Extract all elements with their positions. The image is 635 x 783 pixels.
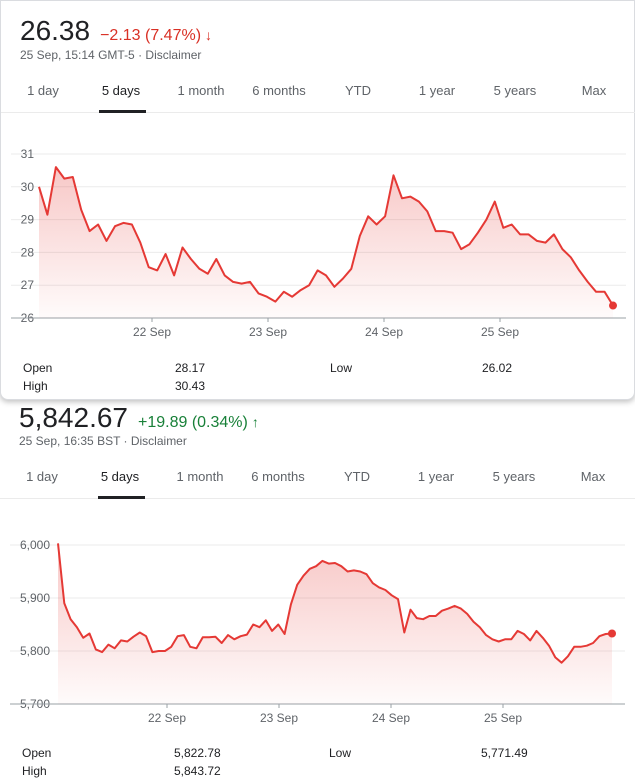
price-area [58, 543, 612, 704]
x-tick-label: 24 Sep [372, 711, 410, 725]
price-line [38, 166, 614, 307]
current-price: 26.38 [20, 15, 91, 46]
price-change-text: −2.13 (7.47%) [100, 27, 202, 44]
y-tick-label: 31 [21, 147, 35, 161]
tab-5-years[interactable]: 5 years [492, 469, 536, 484]
high-label: High [23, 379, 48, 393]
y-tick-label: 28 [21, 245, 35, 259]
price-change: −2.13 (7.47%) ↓ [100, 27, 212, 45]
tab-1-year[interactable]: 1 year [418, 83, 456, 98]
open-label: Open [22, 746, 52, 760]
quote-header: 26.38 −2.13 (7.47%) ↓ [20, 15, 212, 47]
tab-1-month[interactable]: 1 month [177, 83, 225, 98]
active-tab-indicator [99, 110, 146, 113]
quote-timestamp: 25 Sep, 15:14 GMT-5 · Disclaimer [20, 48, 202, 62]
stock-card-2: 5,842.67 +19.89 (0.34%) ↑ 25 Sep, 16:35 B… [0, 400, 635, 783]
low-label: Low [329, 746, 352, 760]
tab-1-day[interactable]: 1 day [26, 469, 58, 484]
y-tick-label: 27 [21, 278, 35, 292]
low-value: 5,771.49 [481, 746, 528, 760]
price-area [39, 167, 613, 318]
stock-card-1: 26.38 −2.13 (7.47%) ↓ 25 Sep, 15:14 GMT-5… [0, 0, 635, 400]
tab-1-year[interactable]: 1 year [417, 469, 455, 484]
last-price-dot [608, 629, 616, 638]
high-value: 5,843.72 [174, 764, 221, 778]
tab-ytd[interactable]: YTD [345, 83, 371, 98]
open-value: 5,822.78 [174, 746, 221, 760]
x-tick-label: 23 Sep [249, 325, 287, 339]
price-chart[interactable]: 6,000 5,900 5,800 5,700 22 Sep 23 Sep 24 Sep 25… [0, 532, 635, 732]
arrow-up-icon: ↑ [251, 414, 259, 430]
x-tick-label: 22 Sep [133, 325, 171, 339]
x-tick-label: 24 Sep [365, 325, 403, 339]
tab-1-month[interactable]: 1 month [176, 469, 224, 484]
price-change-text: +19.89 (0.34%) [138, 414, 248, 431]
price-change: +19.89 (0.34%) ↑ [138, 414, 259, 432]
tab-5-days[interactable]: 5 days [100, 469, 140, 484]
active-tab-indicator [98, 496, 145, 499]
current-price: 5,842.67 [19, 402, 128, 433]
y-tick-label: 5,900 [20, 591, 50, 605]
tab-max[interactable]: Max [580, 469, 606, 484]
quote-timestamp: 25 Sep, 16:35 BST · Disclaimer [19, 434, 187, 448]
x-tick-label: 25 Sep [484, 711, 522, 725]
last-price-dot [609, 301, 617, 310]
x-tick-label: 23 Sep [260, 711, 298, 725]
open-value: 28.17 [175, 361, 206, 375]
tab-5-years[interactable]: 5 years [493, 83, 537, 98]
price-chart[interactable]: 31 30 29 28 27 26 22 Sep 23 Sep 24 Sep 25 Sep [1, 141, 635, 341]
price-line [57, 543, 613, 664]
tab-6-months[interactable]: 6 months [251, 469, 305, 484]
high-value: 30.43 [175, 379, 206, 393]
tab-6-months[interactable]: 6 months [252, 83, 306, 98]
y-tick-label: 29 [21, 213, 35, 227]
tab-max[interactable]: Max [581, 83, 607, 98]
arrow-down-icon: ↓ [205, 27, 213, 43]
tab-ytd[interactable]: YTD [344, 469, 370, 484]
tab-5-days[interactable]: 5 days [101, 83, 141, 98]
tab-1-day[interactable]: 1 day [27, 83, 59, 98]
low-label: Low [330, 361, 353, 375]
y-tick-label: 30 [21, 180, 35, 194]
range-tabs: 1 day 5 days 1 month 6 months YTD 1 year 5 yea… [0, 461, 635, 499]
high-label: High [22, 764, 47, 778]
y-tick-label: 5,800 [20, 644, 50, 658]
x-tick-label: 22 Sep [148, 711, 186, 725]
range-tabs: 1 day 5 days 1 month 6 months YTD 1 year 5 yea… [1, 75, 635, 113]
y-tick-label: 6,000 [20, 538, 50, 552]
low-value: 26.02 [482, 361, 513, 375]
quote-header: 5,842.67 +19.89 (0.34%) ↑ [19, 402, 259, 434]
x-tick-label: 25 Sep [481, 325, 519, 339]
open-label: Open [23, 361, 53, 375]
